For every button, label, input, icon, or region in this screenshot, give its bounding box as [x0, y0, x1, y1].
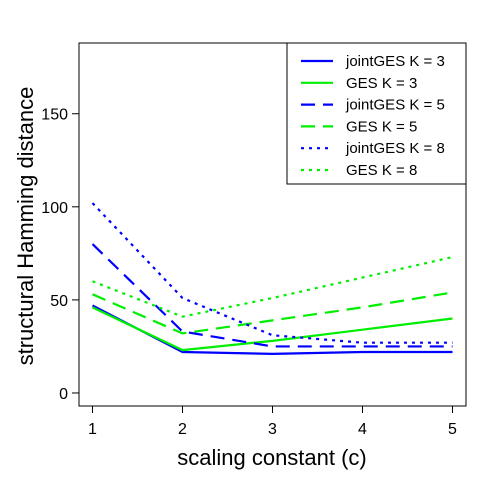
series-line-5 [91, 202, 453, 344]
y-tick-label: 50 [50, 293, 68, 310]
y-tick-label: 0 [59, 386, 68, 403]
x-tick-label: 3 [268, 421, 277, 438]
legend-box [286, 42, 467, 185]
legend: jointGES K = 3 GES K = 3 jointGES K = 5 GES… [286, 42, 467, 185]
series-layer [91, 202, 453, 355]
x-tick-label: 1 [88, 421, 97, 438]
y-tick-label: 100 [41, 200, 68, 217]
legend-label: jointGES K = 3 [345, 53, 445, 70]
series-line-3 [91, 243, 453, 348]
legend-label: jointGES K = 8 [345, 140, 445, 157]
series-line-6 [92, 256, 453, 318]
y-tick-label: 150 [41, 107, 68, 124]
x-tick-label: 4 [358, 421, 367, 438]
legend-label: GES K = 3 [346, 75, 417, 92]
x-tick-label: 2 [178, 421, 187, 438]
y-axis: 0 50 100 150 [41, 107, 79, 403]
series-line-4 [92, 291, 453, 335]
legend-label: GES K = 5 [346, 118, 417, 135]
x-axis: 1 2 3 4 5 [88, 406, 457, 438]
legend-label: jointGES K = 5 [345, 97, 445, 114]
y-axis-title: structural Hamming distance [13, 87, 38, 366]
x-axis-title: scaling constant (c) [177, 445, 367, 470]
legend-label: GES K = 8 [346, 162, 417, 179]
x-tick-label: 5 [448, 421, 457, 438]
series-line-2 [92, 306, 453, 352]
